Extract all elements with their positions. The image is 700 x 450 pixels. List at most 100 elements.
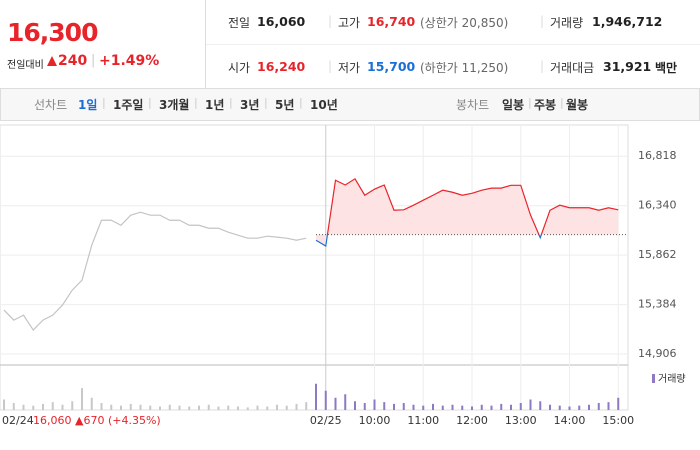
volume-bar bbox=[490, 405, 493, 410]
x-tick-label: 10:00 bbox=[359, 414, 391, 427]
volume-bar bbox=[90, 397, 93, 410]
volume-bar bbox=[617, 397, 620, 410]
up-arrow bbox=[47, 56, 57, 66]
volume-bar bbox=[217, 406, 220, 410]
x-tick-label: 02/25 bbox=[310, 414, 342, 427]
tab[interactable]: 1일 bbox=[78, 98, 98, 112]
plot-frame bbox=[0, 124, 629, 411]
volume-bar bbox=[139, 404, 142, 410]
volume-bar bbox=[432, 403, 434, 410]
cell-separator: | bbox=[540, 59, 545, 73]
tab-separator: | bbox=[264, 96, 268, 109]
tab-separator: | bbox=[299, 96, 303, 109]
volume-bar bbox=[480, 404, 483, 410]
volume-bar bbox=[246, 407, 249, 410]
volume-bar bbox=[178, 405, 181, 410]
volume-bar bbox=[81, 388, 83, 410]
volume-bar bbox=[100, 403, 103, 410]
volume-bar bbox=[305, 402, 308, 410]
tab[interactable]: 1년 bbox=[205, 98, 225, 112]
x-tick-label: 15:00 bbox=[602, 414, 634, 427]
tab-separator: | bbox=[102, 96, 106, 109]
tab[interactable]: 10년 bbox=[310, 98, 338, 112]
tab[interactable]: 월봉 bbox=[566, 98, 589, 112]
volume-bar bbox=[168, 404, 171, 410]
volume-bar bbox=[22, 404, 25, 410]
volume-bar bbox=[71, 401, 74, 410]
volume-bar bbox=[227, 405, 230, 410]
volume-bar bbox=[276, 404, 278, 410]
tab-separator: | bbox=[194, 96, 198, 109]
legend-label: 거래량 bbox=[658, 373, 686, 385]
quote-label: 전일 bbox=[228, 16, 251, 30]
volume-bar bbox=[61, 404, 64, 410]
tab[interactable]: 3개월 bbox=[159, 98, 190, 112]
volume-bar bbox=[558, 405, 561, 410]
tab-separator: | bbox=[229, 96, 233, 109]
volume-bar bbox=[363, 403, 366, 410]
cell-separator: | bbox=[540, 14, 545, 28]
tab[interactable]: 일봉 bbox=[502, 98, 525, 112]
volume-bar bbox=[529, 399, 532, 410]
quote-value: 15,700 bbox=[367, 59, 416, 74]
area-fill bbox=[316, 178, 619, 247]
tab-group-label: 선차트 bbox=[34, 98, 68, 112]
volume-bar bbox=[149, 405, 152, 410]
cell-separator: | bbox=[328, 14, 333, 28]
volume-bar bbox=[129, 403, 132, 410]
y-tick-label: 16,340 bbox=[638, 199, 677, 212]
change-label: 전일대비 bbox=[7, 60, 44, 71]
volume-bar bbox=[539, 401, 542, 410]
volume-bar bbox=[315, 383, 317, 410]
tab-separator: | bbox=[560, 96, 564, 109]
x-tick-label: 12:00 bbox=[456, 414, 488, 427]
volume-bar bbox=[354, 401, 356, 410]
volume-bar bbox=[285, 405, 288, 410]
volume-bar bbox=[256, 405, 259, 410]
tab[interactable]: 5년 bbox=[275, 98, 295, 112]
volume-bar bbox=[568, 406, 571, 410]
quote-note: (상한가 20,850) bbox=[420, 16, 509, 30]
volume-bar bbox=[110, 404, 113, 410]
volume-bar bbox=[597, 403, 600, 410]
tab-separator: | bbox=[528, 96, 532, 109]
volume-bar bbox=[120, 405, 122, 410]
separator: | bbox=[91, 53, 96, 68]
quote-value: 1,946,712 bbox=[592, 14, 663, 29]
volume-bar bbox=[441, 405, 444, 410]
volume-bar bbox=[373, 399, 376, 410]
volume-bar bbox=[3, 399, 5, 410]
volume-bar bbox=[198, 405, 200, 410]
volume-bar bbox=[519, 403, 522, 410]
volume-bar bbox=[344, 394, 347, 410]
price-line bbox=[315, 177, 619, 248]
quote-label: 시가 bbox=[228, 61, 251, 75]
volume-bar bbox=[51, 402, 54, 410]
volume-bar bbox=[607, 402, 610, 410]
tab[interactable]: 3년 bbox=[240, 98, 260, 112]
y-tick-label: 14,906 bbox=[638, 347, 677, 360]
price-line bbox=[3, 211, 307, 331]
quote-label: 고가 bbox=[338, 16, 361, 30]
quote-value: 31,921 bbox=[603, 59, 652, 74]
quote-value: 16,240 bbox=[257, 59, 306, 74]
x-tick-label: 13:00 bbox=[505, 414, 537, 427]
volume-bar bbox=[412, 404, 415, 410]
tab[interactable]: 1주일 bbox=[113, 98, 144, 112]
tab-bar bbox=[0, 88, 700, 121]
volume-bar bbox=[32, 405, 35, 410]
volume-bar bbox=[393, 403, 395, 410]
tab[interactable]: 주봉 bbox=[534, 98, 557, 112]
x-tick-label: 02/24 bbox=[2, 414, 34, 427]
volume-bar bbox=[266, 406, 269, 410]
change-rate: +1.49% bbox=[99, 53, 160, 69]
volume-bar bbox=[295, 403, 298, 410]
volume-bar bbox=[510, 404, 512, 410]
x-tick-label: 11:00 bbox=[407, 414, 439, 427]
price: 16,300 bbox=[7, 18, 98, 47]
quote-value: 16,740 bbox=[367, 14, 416, 29]
y-tick-label: 15,862 bbox=[638, 248, 677, 261]
chart: 14,906 15,384 15,862 16,340 16,818 02/24 02/25… bbox=[0, 124, 686, 427]
annotation: 16,060 ▲670 (+4.35%) bbox=[33, 414, 161, 427]
